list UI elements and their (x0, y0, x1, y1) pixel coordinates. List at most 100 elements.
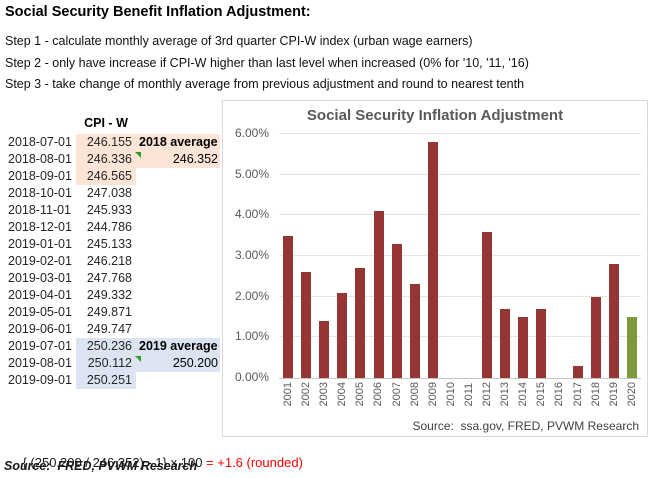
x-axis-tick: 2010 (442, 382, 460, 406)
x-axis-tick: 2001 (279, 382, 297, 406)
table-row: 2018-09-01246.565 (8, 168, 220, 185)
average-value-cell[interactable]: 246.352 (136, 151, 220, 168)
x-axis-tick-label: 2001 (282, 382, 294, 406)
chart-bar-2006 (374, 211, 384, 378)
x-axis-tick-label: 2003 (318, 382, 330, 406)
date-cell[interactable]: 2018-09-01 (8, 168, 76, 185)
date-cell[interactable]: 2018-07-01 (8, 134, 76, 151)
date-cell[interactable]: 2019-08-01 (8, 355, 76, 372)
value-cell[interactable]: 246.155 (76, 134, 136, 151)
comment-marker-icon (135, 356, 141, 362)
empty-cell[interactable] (136, 372, 220, 389)
x-axis-tick: 2008 (406, 382, 424, 406)
date-cell[interactable]: 2018-08-01 (8, 151, 76, 168)
value-cell[interactable]: 249.871 (76, 304, 136, 321)
table-row: 2018-12-01244.786 (8, 219, 220, 236)
x-axis-tick: 2003 (315, 382, 333, 406)
chart-bar-2018 (591, 297, 601, 378)
bar-slot (569, 134, 587, 378)
steps-list: Step 1 - calculate monthly average of 3r… (5, 31, 529, 96)
value-cell[interactable]: 245.133 (76, 236, 136, 253)
empty-cell[interactable] (136, 304, 220, 321)
date-cell[interactable]: 2018-10-01 (8, 185, 76, 202)
x-axis-tick-label: 2007 (391, 382, 403, 406)
table-row: 2019-08-01250.112250.200 (8, 355, 220, 372)
x-axis-tick: 2002 (297, 382, 315, 406)
value-cell[interactable]: 244.786 (76, 219, 136, 236)
chart-bars (279, 134, 641, 378)
date-cell[interactable]: 2019-07-01 (8, 338, 76, 355)
x-axis-tick-label: 2002 (300, 382, 312, 406)
date-cell[interactable]: 2019-06-01 (8, 321, 76, 338)
y-axis-tick-label: 6.00% (223, 126, 269, 141)
bar-slot (587, 134, 605, 378)
date-cell[interactable]: 2019-05-01 (8, 304, 76, 321)
bar-slot (550, 134, 568, 378)
y-axis-tick-label: 5.00% (223, 167, 269, 182)
date-cell[interactable]: 2019-03-01 (8, 270, 76, 287)
value-cell[interactable]: 247.038 (76, 185, 136, 202)
bar-slot (460, 134, 478, 378)
table-row: 2019-07-01250.2362019 average (8, 338, 220, 355)
value-cell[interactable]: 247.768 (76, 270, 136, 287)
value-cell[interactable]: 246.565 (76, 168, 136, 185)
bar-slot (442, 134, 460, 378)
average-value-cell[interactable]: 250.200 (136, 355, 220, 372)
value-cell[interactable]: 250.236 (76, 338, 136, 355)
y-axis-tick-label: 0.00% (223, 370, 269, 385)
page: Social Security Benefit Inflation Adjust… (0, 0, 650, 478)
y-axis-tick-label: 3.00% (223, 248, 269, 263)
date-cell[interactable]: 2019-02-01 (8, 253, 76, 270)
x-axis-tick: 2004 (333, 382, 351, 406)
chart-x-axis-labels: 2001200220032004200520062007200820092010… (279, 382, 641, 406)
empty-cell[interactable] (136, 287, 220, 304)
y-axis-tick-label: 4.00% (223, 207, 269, 222)
empty-cell[interactable] (136, 168, 220, 185)
chart-bar-2004 (337, 293, 347, 378)
page-title: Social Security Benefit Inflation Adjust… (5, 4, 311, 20)
date-cell[interactable]: 2019-09-01 (8, 372, 76, 389)
bar-slot (388, 134, 406, 378)
value-cell[interactable]: 246.218 (76, 253, 136, 270)
empty-cell[interactable] (136, 321, 220, 338)
empty-cell[interactable] (136, 185, 220, 202)
table-row: 2018-10-01247.038 (8, 185, 220, 202)
y-axis-tick-label: 1.00% (223, 329, 269, 344)
x-axis-tick-label: 2010 (445, 382, 457, 406)
chart-source-note: Source: ssa.gov, FRED, PVWM Research (412, 419, 639, 433)
chart-title: Social Security Inflation Adjustment (223, 107, 647, 124)
bar-slot (605, 134, 623, 378)
bar-slot (478, 134, 496, 378)
date-cell[interactable]: 2018-11-01 (8, 202, 76, 219)
date-cell[interactable]: 2019-01-01 (8, 236, 76, 253)
x-axis-tick: 2005 (351, 382, 369, 406)
x-axis-tick: 2009 (424, 382, 442, 406)
empty-cell[interactable] (136, 253, 220, 270)
x-axis-tick-label: 2008 (409, 382, 421, 406)
average-label-cell[interactable]: 2019 average (136, 338, 220, 355)
empty-cell[interactable] (136, 236, 220, 253)
value-cell[interactable]: 249.747 (76, 321, 136, 338)
x-axis-tick: 2007 (388, 382, 406, 406)
bar-slot (369, 134, 387, 378)
table-row: 2019-06-01249.747 (8, 321, 220, 338)
x-axis-tick-label: 2016 (553, 382, 565, 406)
value-cell[interactable]: 250.251 (76, 372, 136, 389)
date-cell[interactable]: 2018-12-01 (8, 219, 76, 236)
y-axis-tick-label: 2.00% (223, 289, 269, 304)
average-label-cell[interactable]: 2018 average (136, 134, 220, 151)
value-cell[interactable]: 250.112 (76, 355, 136, 372)
date-cell[interactable]: 2019-04-01 (8, 287, 76, 304)
empty-cell[interactable] (136, 219, 220, 236)
x-axis-tick: 2017 (569, 382, 587, 406)
empty-cell[interactable] (136, 202, 220, 219)
value-cell[interactable]: 245.933 (76, 202, 136, 219)
chart-bar-2012 (482, 232, 492, 378)
chart-bar-2005 (355, 268, 365, 378)
value-cell[interactable]: 246.336 (76, 151, 136, 168)
empty-cell[interactable] (136, 270, 220, 287)
x-axis-tick-label: 2004 (336, 382, 348, 406)
x-axis-tick: 2013 (496, 382, 514, 406)
value-cell[interactable]: 249.332 (76, 287, 136, 304)
table-row: 2019-05-01249.871 (8, 304, 220, 321)
